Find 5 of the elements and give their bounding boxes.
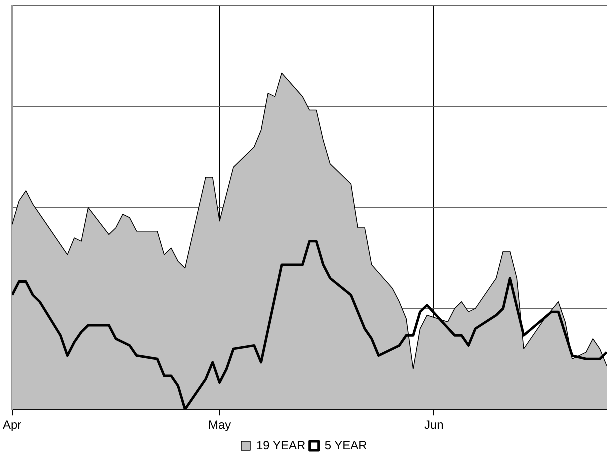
x-tick-label: Apr <box>2 418 22 432</box>
x-tick-label: May <box>208 418 232 432</box>
legend-label: 19 YEAR <box>256 438 306 452</box>
x-tick-label: Jun <box>424 418 444 432</box>
legend-label: 5 YEAR <box>324 438 368 452</box>
